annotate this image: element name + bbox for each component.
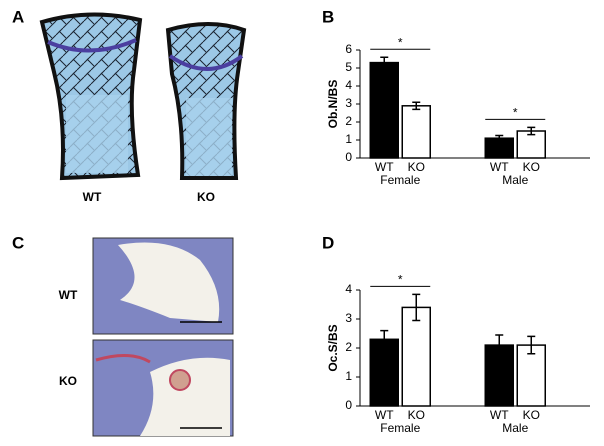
x-tick-label: WT — [375, 408, 394, 422]
x-tick-label: KO — [408, 160, 425, 174]
x-tick-label: KO — [523, 160, 540, 174]
panel-label: A — [12, 7, 24, 26]
image-label: WT — [83, 190, 102, 204]
y-tick-label: 4 — [345, 78, 352, 92]
y-tick-label: 2 — [345, 114, 352, 128]
y-tick-label: 0 — [345, 398, 352, 412]
bone-image-ko — [165, 22, 247, 180]
significance-star: * — [513, 106, 518, 120]
image-label: KO — [197, 190, 215, 204]
histology-wt — [92, 237, 234, 335]
bar — [369, 338, 399, 407]
y-tick-label: 1 — [345, 369, 352, 383]
error-bar — [412, 101, 421, 111]
error-bar — [380, 56, 389, 69]
x-tick-label: KO — [408, 408, 425, 422]
x-tick-label: WT — [375, 160, 394, 174]
x-category-label: Male — [502, 173, 528, 187]
error-bar — [412, 293, 421, 322]
x-category-label: Male — [502, 421, 528, 435]
y-axis-label: Oc.S/BS — [326, 324, 340, 371]
y-tick-label: 6 — [345, 42, 352, 56]
error-bar — [380, 329, 389, 349]
bone-image-wt — [39, 12, 143, 181]
y-tick-label: 3 — [345, 96, 352, 110]
x-tick-label: WT — [490, 408, 509, 422]
panel-label: C — [12, 233, 24, 252]
x-category-label: Female — [380, 421, 420, 435]
bar — [401, 105, 431, 159]
panel-label: D — [322, 233, 334, 252]
y-tick-label: 3 — [345, 311, 352, 325]
error-bar — [527, 335, 536, 355]
error-bar — [495, 334, 504, 356]
x-category-label: Female — [380, 173, 420, 187]
bar — [401, 306, 431, 407]
panel-label: B — [322, 7, 334, 26]
x-tick-label: KO — [523, 408, 540, 422]
bar — [516, 344, 546, 407]
significance-star: * — [398, 273, 403, 287]
y-tick-label: 5 — [345, 60, 352, 74]
y-axis-label: Ob.N/BS — [326, 80, 340, 129]
histology-ko — [92, 339, 234, 437]
x-tick-label: WT — [490, 160, 509, 174]
error-bar — [527, 126, 536, 136]
y-tick-label: 0 — [345, 150, 352, 164]
significance-star: * — [398, 35, 403, 49]
bar — [369, 61, 399, 159]
y-tick-label: 4 — [345, 282, 352, 296]
image-label: KO — [59, 374, 77, 388]
y-tick-label: 2 — [345, 340, 352, 354]
image-label: WT — [59, 288, 78, 302]
error-bar — [495, 134, 504, 142]
y-tick-label: 1 — [345, 132, 352, 146]
